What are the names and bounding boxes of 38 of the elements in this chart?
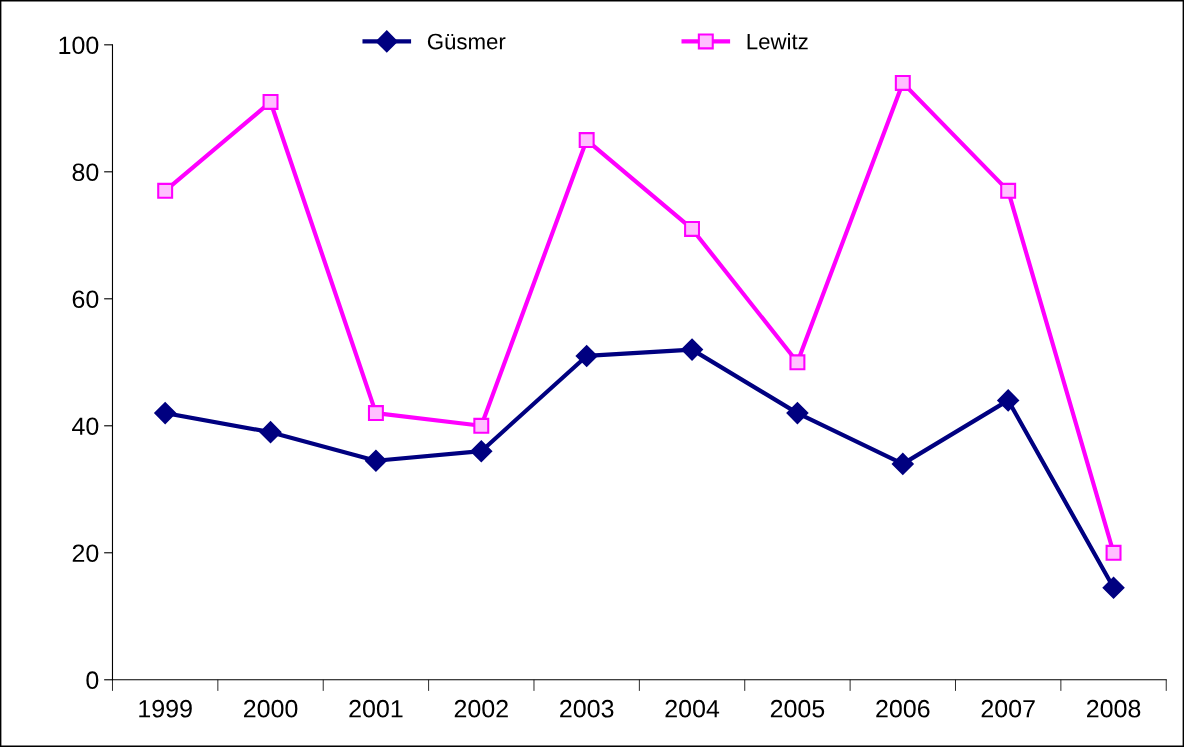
point — [154, 402, 177, 424]
y-tick-label: 100 — [59, 36, 99, 55]
y-tick-label: 0 — [86, 671, 99, 690]
x-tick-label: 2006 — [876, 699, 930, 718]
point — [575, 345, 598, 367]
point — [259, 421, 282, 443]
x-tick-label: 1999 — [139, 699, 192, 718]
point — [367, 405, 384, 422]
point — [681, 338, 703, 361]
point — [1102, 576, 1125, 599]
point — [684, 220, 701, 237]
legend-label: Güsmer — [427, 33, 506, 50]
y-tick-label: 20 — [72, 544, 99, 563]
x-tick-label: 2004 — [665, 699, 720, 718]
y-tick-label: 60 — [72, 290, 99, 309]
point — [1105, 544, 1122, 561]
point — [470, 440, 493, 463]
point — [578, 132, 595, 149]
x-tick-label: 2008 — [1087, 699, 1141, 718]
point — [473, 417, 490, 434]
point — [997, 389, 1020, 412]
point — [1000, 182, 1017, 199]
point — [789, 354, 806, 371]
point — [157, 182, 174, 199]
x-tick-label: 2007 — [981, 699, 1035, 718]
x-tick-label: 2000 — [244, 699, 298, 718]
point — [262, 93, 279, 110]
y-tick-label: 80 — [72, 163, 99, 182]
legend-label: Lewitz — [747, 33, 808, 50]
x-tick-label: 2002 — [454, 699, 508, 718]
y-tick-label: 40 — [72, 417, 99, 436]
point — [786, 402, 809, 424]
x-tick-label: 2001 — [349, 699, 403, 718]
x-tick-label: 2003 — [560, 699, 614, 718]
point — [365, 449, 387, 472]
x-tick-label: 2005 — [770, 699, 825, 718]
point — [891, 453, 914, 475]
point — [894, 74, 911, 91]
